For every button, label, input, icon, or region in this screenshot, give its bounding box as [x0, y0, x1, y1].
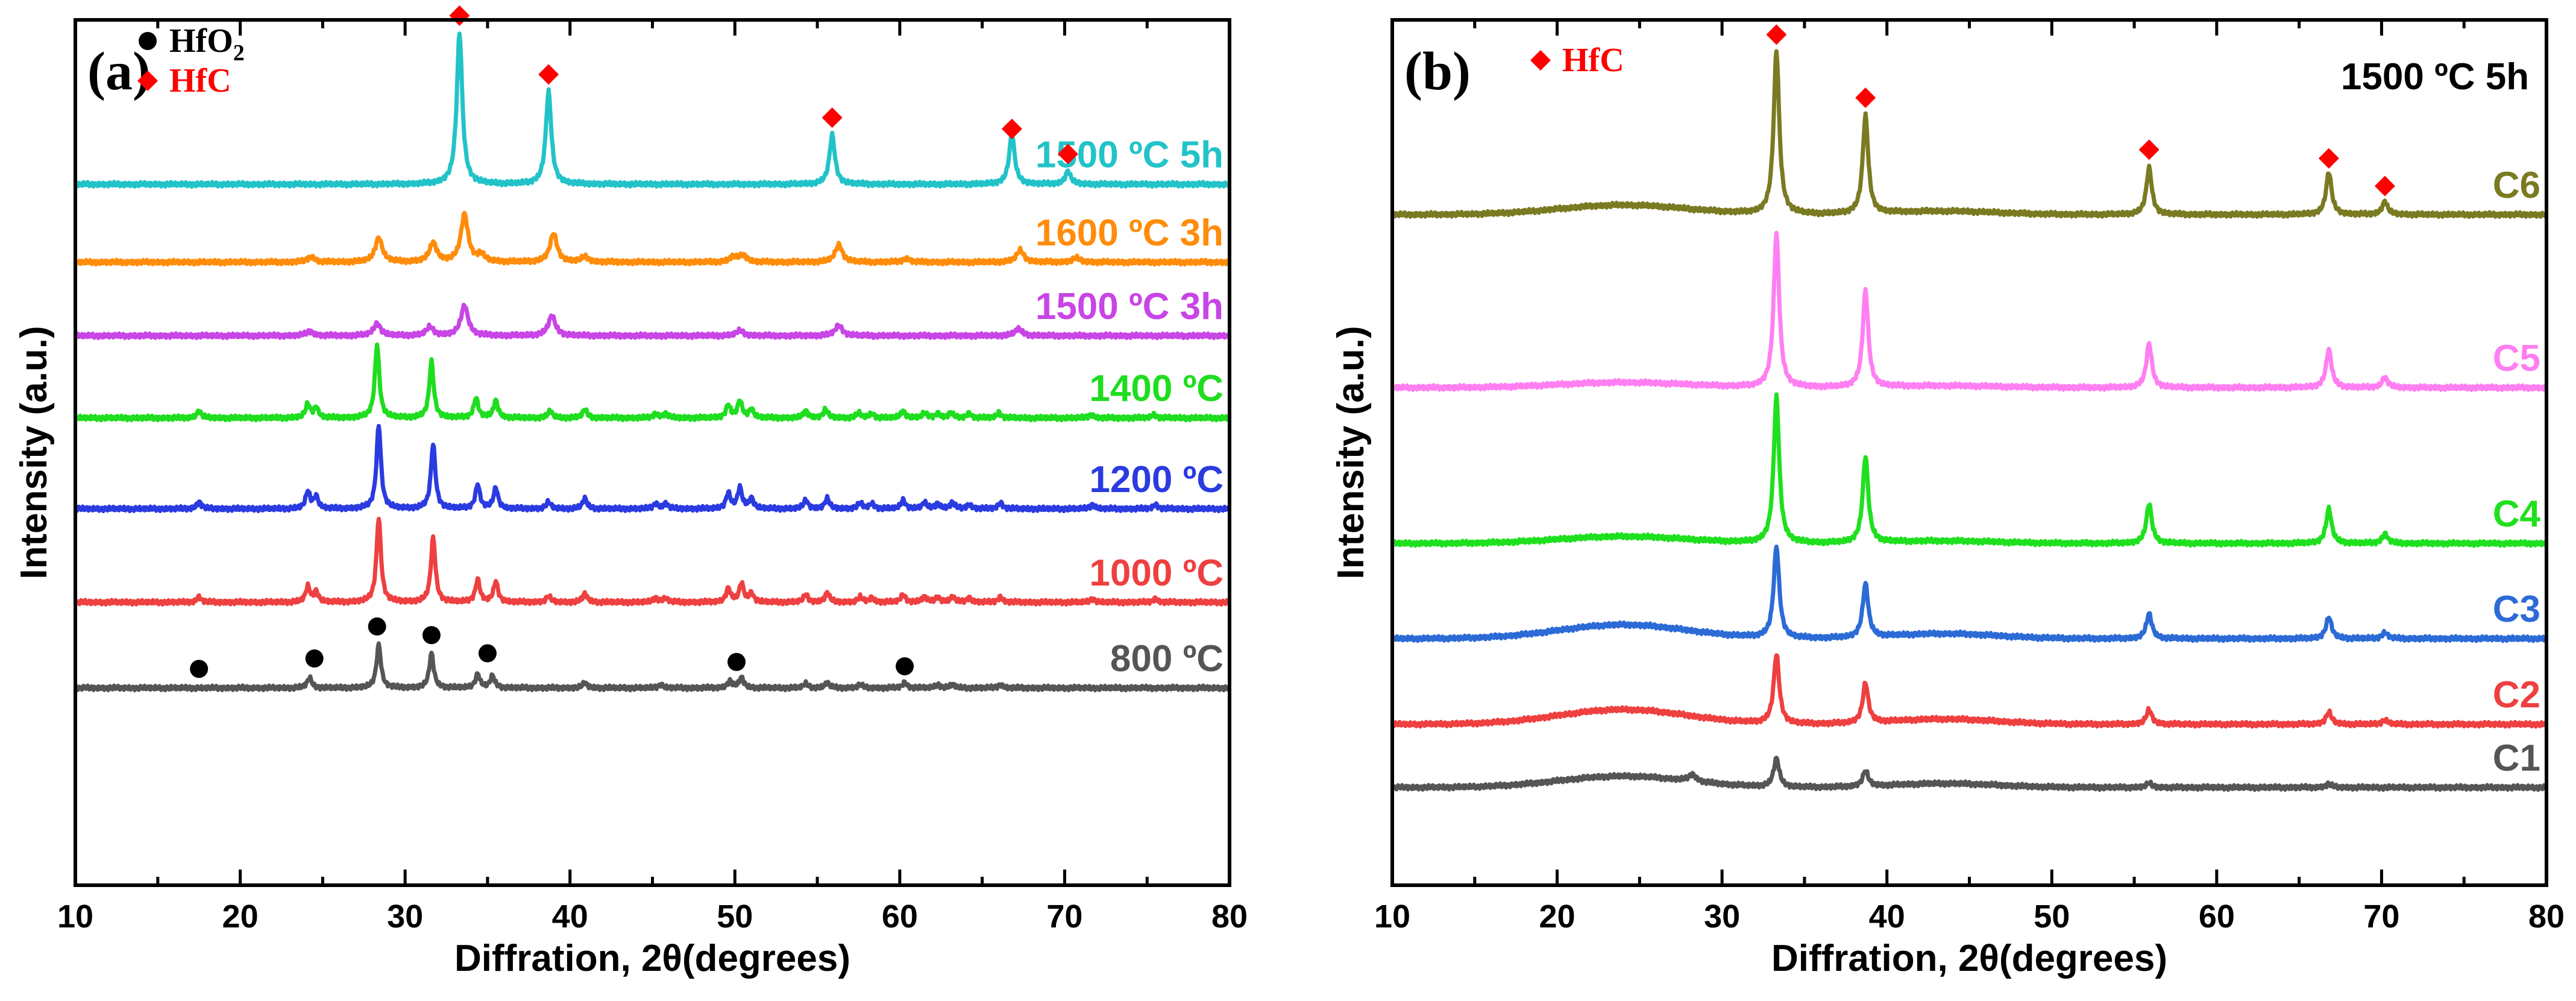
series-line-1500-c-3h [75, 303, 1230, 341]
series-label-1000-c: 1000 ºC [1089, 552, 1224, 594]
marker-hfo2-1 [305, 649, 324, 668]
series-label-c5: C5 [2493, 338, 2540, 379]
series-line-1400-c [75, 342, 1230, 423]
marker-hfc-4 [2374, 175, 2395, 197]
plot-area [1392, 49, 2546, 792]
marker-hfc-0 [1766, 24, 1787, 45]
series-label-1400-c: 1400 ºC [1089, 368, 1224, 409]
marker-hfc-11 [1057, 144, 1078, 165]
x-tick-label-10: 10 [57, 898, 93, 935]
marker-hfo2-6 [896, 657, 914, 675]
marker-hfo2-2 [368, 617, 386, 636]
x-tick-label-30: 30 [1704, 898, 1740, 935]
plot-area [75, 31, 1230, 693]
series-line-1500-c-5h [75, 31, 1230, 189]
panel-label: (b) [1404, 42, 1471, 101]
marker-hfo2-4 [478, 644, 497, 663]
y-axis-title: Intensity (a.u.) [13, 326, 55, 579]
series-line-c1 [1392, 756, 2546, 792]
series-line-1200-c [75, 424, 1230, 514]
x-tick-label-80: 80 [2528, 898, 2565, 935]
series-label-c2: C2 [2493, 674, 2540, 716]
y-axis-title: Intensity (a.u.) [1330, 326, 1372, 579]
condition-label: 1500 ºC 5h [2341, 56, 2529, 98]
x-tick-label-80: 80 [1211, 898, 1248, 935]
series-label-c1: C1 [2493, 737, 2540, 779]
x-tick-label-40: 40 [552, 898, 588, 935]
series-line-c6 [1392, 49, 2546, 219]
x-tick-label-70: 70 [1046, 898, 1082, 935]
x-axis-title: Diffration, 2θ(degrees) [1771, 938, 2167, 979]
x-tick-label-70: 70 [2363, 898, 2399, 935]
series-label-1500-c-3h: 1500 ºC 3h [1035, 286, 1224, 327]
marker-hfo2-3 [422, 626, 441, 645]
series-line-1600-c-3h [75, 210, 1230, 267]
x-tick-label-60: 60 [2199, 898, 2235, 935]
marker-hfc-10 [1001, 118, 1022, 139]
x-tick-label-20: 20 [222, 898, 259, 935]
series-label-1600-c-3h: 1600 ºC 3h [1035, 212, 1224, 254]
series-label-c3: C3 [2493, 589, 2540, 630]
x-tick-label-20: 20 [1539, 898, 1575, 935]
legend-hfo2-label: HfO2 [169, 22, 245, 66]
panel-label: (a) [87, 42, 151, 101]
x-axis-title: Diffration, 2θ(degrees) [454, 938, 850, 979]
series-label-c4: C4 [2493, 493, 2541, 535]
x-tick-label-60: 60 [882, 898, 918, 935]
x-tick-label-30: 30 [387, 898, 423, 935]
marker-hfo2-5 [727, 652, 746, 671]
series-line-c5 [1392, 230, 2546, 393]
x-tick-label-10: 10 [1374, 898, 1410, 935]
legend-hfc-marker [137, 71, 158, 91]
series-line-c3 [1392, 545, 2546, 643]
x-tick-label-50: 50 [2034, 898, 2070, 935]
legend-hfc-marker [1530, 50, 1551, 71]
x-tick-label-50: 50 [717, 898, 753, 935]
marker-hfc-7 [449, 5, 470, 26]
series-line-c2 [1392, 653, 2546, 729]
marker-hfc-3 [2318, 148, 2339, 169]
x-tick-label-40: 40 [1869, 898, 1905, 935]
legend-hfc-label: HfC [1562, 42, 1624, 79]
plot-frame [1390, 18, 2548, 887]
series-line-1000-c [75, 517, 1230, 607]
marker-hfc-8 [538, 64, 559, 85]
series-label-800-c: 800 ºC [1110, 638, 1224, 680]
series-label-c6: C6 [2493, 165, 2540, 206]
series-line-800-c [75, 641, 1230, 693]
panel-b: C6 C5 C4 C3 C2 C1 10 20 30 40 50 60 70 80 Diffration, … [1330, 18, 2565, 979]
marker-hfo2-0 [190, 660, 209, 678]
marker-hfc-2 [2138, 139, 2160, 160]
marker-hfc-9 [821, 107, 843, 128]
marker-hfc-1 [1855, 87, 1876, 109]
legend-hfo2-marker [139, 32, 157, 50]
series-label-1200-c: 1200 ºC [1089, 459, 1224, 500]
series-line-c4 [1392, 392, 2546, 548]
legend-hfc-label: HfC [169, 62, 231, 99]
